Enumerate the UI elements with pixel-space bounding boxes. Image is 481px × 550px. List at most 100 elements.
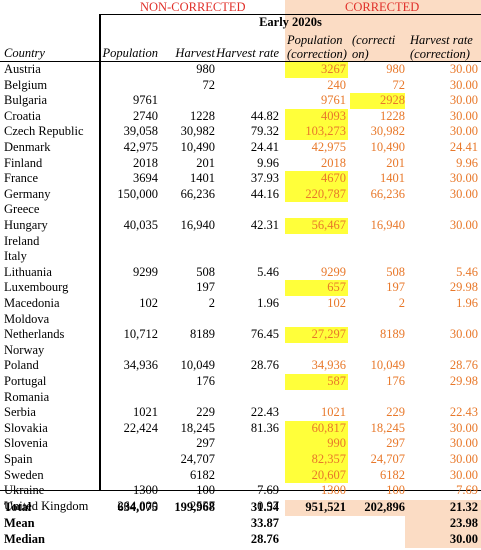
cell: 4093 xyxy=(321,108,346,123)
row-label: France xyxy=(4,171,39,186)
highlight xyxy=(285,218,348,234)
row-label: Belgium xyxy=(4,77,48,92)
cell: 264,000 xyxy=(117,498,158,513)
row-label: Ukraine xyxy=(4,483,45,498)
cell: 20,607 xyxy=(311,467,346,482)
cell: 30.00 xyxy=(449,77,478,92)
cell: 197 xyxy=(196,280,215,295)
highlight xyxy=(285,62,348,78)
summary-bg xyxy=(405,516,481,532)
cell: 100 xyxy=(386,483,405,498)
row-label: Macedonia xyxy=(4,296,60,310)
cell: 102 xyxy=(139,296,158,310)
row-label: Italy xyxy=(4,249,27,264)
summary-cell: 31.54 xyxy=(250,500,279,514)
cell: 201 xyxy=(196,155,215,170)
row-label: Luxembourg xyxy=(4,280,69,295)
highlight xyxy=(285,171,348,187)
cell: 102 xyxy=(327,296,346,310)
summary-cell: 199,968 xyxy=(174,500,215,514)
highlight xyxy=(285,420,348,437)
cell: 7.69 xyxy=(257,483,279,498)
row-label: Greece xyxy=(4,202,40,217)
cell: 82,357 xyxy=(311,452,346,466)
cell: 1.96 xyxy=(257,296,279,310)
cell: 30.00 xyxy=(449,436,478,451)
summary-bg xyxy=(285,500,481,516)
cell: 150,000 xyxy=(117,186,158,201)
row-label: Hungary xyxy=(4,218,48,232)
cell: 24,707 xyxy=(180,452,215,466)
cell: 229 xyxy=(196,405,215,420)
summary-cell: 23.98 xyxy=(449,516,478,530)
highlight xyxy=(285,124,348,140)
cell: 24.41 xyxy=(449,140,478,154)
cell: 30.00 xyxy=(449,124,478,139)
non-corrected-label: NON-CORRECTED xyxy=(140,0,246,14)
cell: 10,049 xyxy=(180,358,215,373)
cell: 16,940 xyxy=(370,218,405,232)
cell: 30.00 xyxy=(449,93,478,108)
cell: 10,712 xyxy=(123,327,158,342)
cell: 22,424 xyxy=(123,420,158,435)
cell: 30,982 xyxy=(180,124,215,139)
cell: 66,236 xyxy=(180,186,215,201)
cell: 2928 xyxy=(380,93,405,108)
row-label: Denmark xyxy=(4,140,51,154)
cell: 79.32 xyxy=(250,124,279,139)
table-bottom-line xyxy=(0,490,481,491)
cell: 980 xyxy=(386,62,405,76)
highlight xyxy=(285,467,348,484)
row-label: Romania xyxy=(4,389,50,404)
highlight xyxy=(285,280,348,296)
cell: 1401 xyxy=(190,171,215,186)
summary-cell: 28.76 xyxy=(250,532,279,546)
cell: 28.76 xyxy=(449,358,478,373)
corrected-header-bg xyxy=(285,0,481,62)
summary-cell: 33.87 xyxy=(250,516,279,530)
column-header: Country xyxy=(4,46,45,60)
row-label: Ireland xyxy=(4,233,40,248)
cell: 18,245 xyxy=(370,420,405,435)
column-header: Harvest xyxy=(175,46,215,60)
cell: 8189 xyxy=(380,327,405,342)
cell: 9.96 xyxy=(456,155,478,170)
cell: 0.97 xyxy=(257,498,279,513)
summary-cell: 202,896 xyxy=(364,500,405,514)
cell: 72 xyxy=(392,77,406,92)
cell: 1021 xyxy=(133,405,158,420)
cell: 220,787 xyxy=(305,186,346,201)
row-label: Bulgaria xyxy=(4,93,48,108)
cell: 1228 xyxy=(380,108,405,123)
cell: 7.69 xyxy=(456,483,478,498)
row-label: Slovenia xyxy=(4,436,48,451)
cell: 60,817 xyxy=(311,420,346,435)
cell: 587 xyxy=(327,374,346,388)
cell: 10,490 xyxy=(370,140,405,154)
cell: 30.00 xyxy=(449,62,478,76)
cell: 72 xyxy=(202,77,216,92)
cell: 9.96 xyxy=(257,155,279,170)
cell: 30.00 xyxy=(449,171,478,186)
highlight xyxy=(285,452,348,468)
row-label: Portugal xyxy=(4,374,47,388)
highlight xyxy=(285,108,348,125)
cell: 29.98 xyxy=(449,280,478,295)
cell: 176 xyxy=(386,374,405,388)
cell: 9761 xyxy=(321,93,346,108)
cell: 9299 xyxy=(321,264,346,279)
cell: 30.00 xyxy=(449,327,478,342)
highlight xyxy=(285,327,348,343)
summary-cell: 21.32 xyxy=(449,500,478,514)
cell: 42,975 xyxy=(311,140,346,154)
cell: 16,940 xyxy=(180,218,215,232)
period-label: Early 2020s xyxy=(259,15,322,29)
column-header: Population (correction) xyxy=(287,33,347,61)
cell: 1300 xyxy=(133,483,158,498)
cell: 5.46 xyxy=(456,264,478,279)
corrected-label: CORRECTED xyxy=(345,0,420,14)
cell: 24,707 xyxy=(370,452,405,466)
header-bottom-line xyxy=(0,61,481,62)
cell: 1401 xyxy=(380,171,405,186)
cell: 66,236 xyxy=(370,186,405,201)
